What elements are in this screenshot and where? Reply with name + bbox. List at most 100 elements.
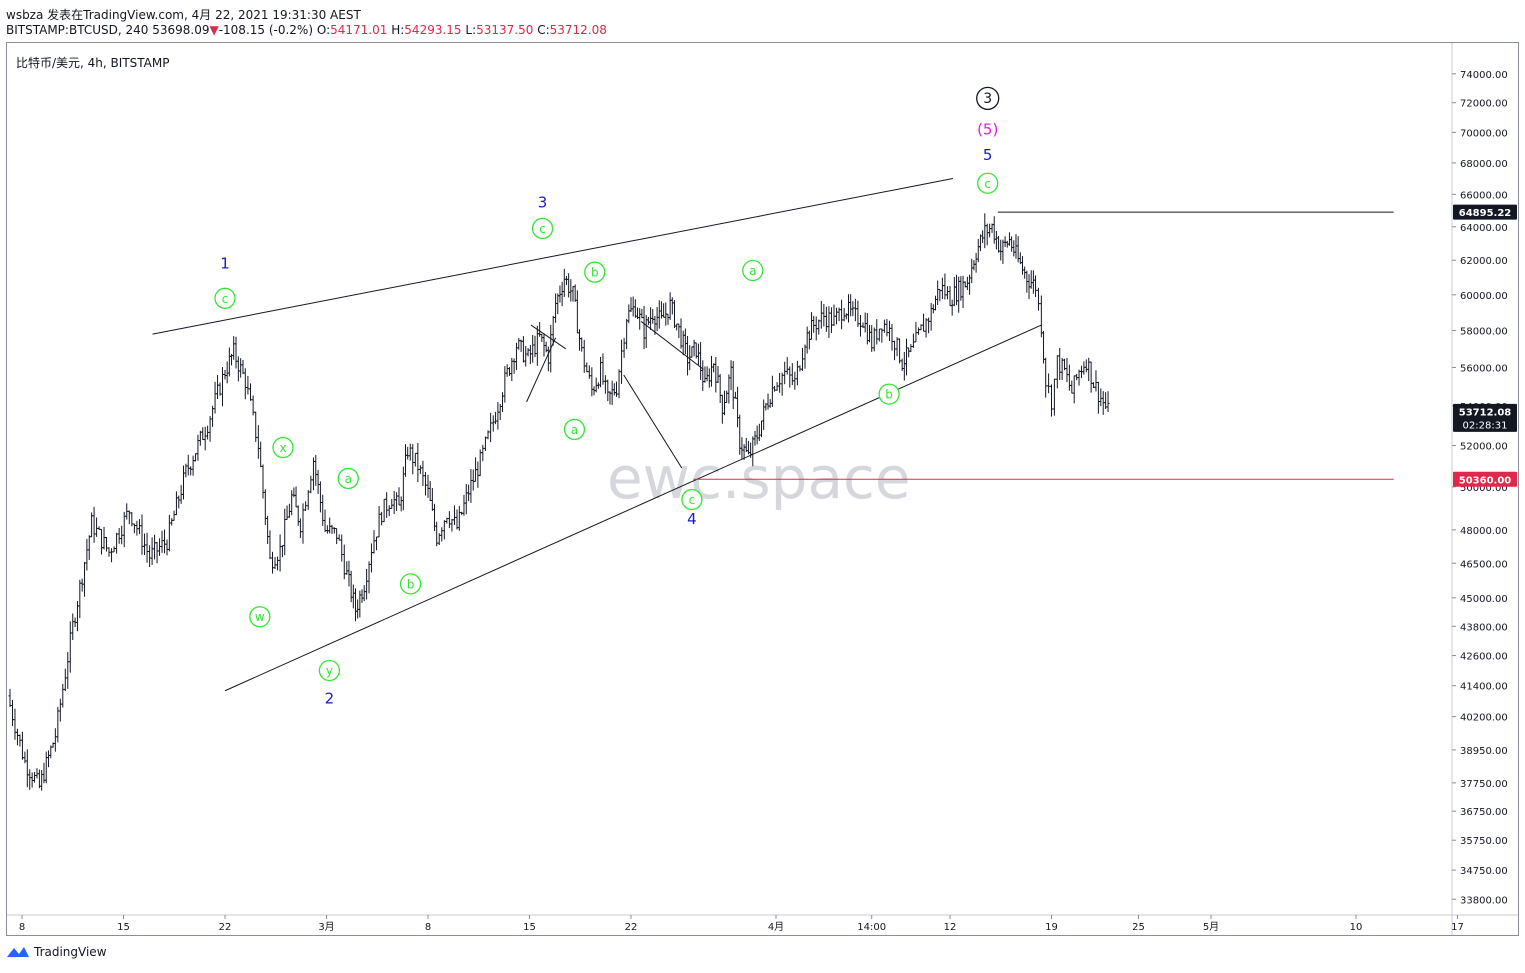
x-tick-label: 25 [1132,922,1145,933]
candle [705,366,709,382]
candle [354,588,357,622]
candle [249,383,253,401]
x-tick-label: 15 [523,922,536,933]
candle [1036,287,1040,311]
candle [842,307,846,322]
candle [773,385,777,392]
candle [150,537,154,566]
candle [521,336,525,363]
wave-label: c [977,172,999,194]
wave-circle [249,606,271,628]
candle [372,530,376,554]
wave-label: b [878,383,900,405]
candle [385,492,389,518]
candle [276,556,280,571]
candle [627,304,631,324]
candle [471,469,475,491]
candle [1010,236,1014,252]
candle [153,534,157,560]
y-tick-label: 56000.00 [1460,363,1508,374]
wave-circle [337,467,359,490]
candle [909,344,913,353]
close-label: C: [537,23,550,37]
candle [696,343,700,366]
candle [556,293,560,315]
wave-text: 2 [325,689,335,707]
candle [256,425,260,459]
wave-label: a [742,259,764,282]
wave-text: b [885,388,893,402]
wave-text: 3 [538,193,548,211]
candle [755,425,759,445]
candle [37,769,41,789]
candle [554,293,558,323]
candle [783,361,787,385]
candle [952,276,956,307]
candle [587,365,591,379]
wave-label: b [399,573,422,595]
candle [58,698,62,722]
candle [330,524,334,534]
wave-label: y [318,659,341,682]
price-label-bg [1453,471,1517,487]
tradingview-label: TradingView [34,945,107,959]
candle [699,342,703,380]
candle [430,488,434,511]
candle [435,521,439,547]
candle [914,321,918,343]
candle [994,231,998,250]
candle [401,466,405,511]
wave-circle [878,383,900,405]
candle [514,342,518,371]
candle [601,353,605,385]
tradingview-brand[interactable]: TradingView [6,945,107,959]
price-chart[interactable]: ewc.space c 1 w x y 2 a b c 3 a b c 4 a b c 5 (5) 3 74000.0… [7,43,1518,935]
trendline [526,337,557,403]
wave-text: 4 [687,510,697,528]
candle [476,461,480,488]
candle [905,338,908,376]
candle [766,393,770,410]
y-tick-label: 42600.00 [1460,652,1508,663]
candle [725,390,729,403]
chart-frame[interactable]: ewc.space c 1 w x y 2 a b c 3 a b c 4 a b c 5 (5) 3 74000.0… [6,42,1519,936]
candle [907,347,911,358]
candle [28,769,32,790]
candle [512,358,516,374]
x-tick-label: 4月 [768,921,784,933]
candle [847,294,850,323]
candle [296,505,300,526]
candle [194,453,198,462]
candle [467,484,471,502]
candle [92,506,96,543]
candle [15,728,19,746]
price-label: 64895.22 [1453,204,1517,220]
candle [666,313,670,325]
candle [56,706,60,743]
candle [988,223,992,238]
y-tick-label: 62000.00 [1460,256,1508,267]
candle [1106,391,1110,412]
candle [535,325,539,366]
candle [63,668,67,692]
y-tick-label: 70000.00 [1460,128,1508,139]
candle [234,336,238,369]
low-label: L: [465,23,477,37]
wave-label: 1 [220,255,230,273]
candle [1050,384,1053,417]
candle [1084,359,1088,373]
candle [399,496,403,512]
candle [1087,357,1091,382]
wave-label: x [272,436,294,459]
candle [340,534,344,562]
candle [795,360,799,386]
candle [294,486,298,508]
candle [1067,364,1071,391]
x-tick-label: 15 [117,922,130,933]
candle [177,495,181,509]
wave-text: a [749,264,756,278]
candle [132,523,136,534]
candle [675,323,679,331]
candle [196,434,200,461]
candle [483,436,487,452]
